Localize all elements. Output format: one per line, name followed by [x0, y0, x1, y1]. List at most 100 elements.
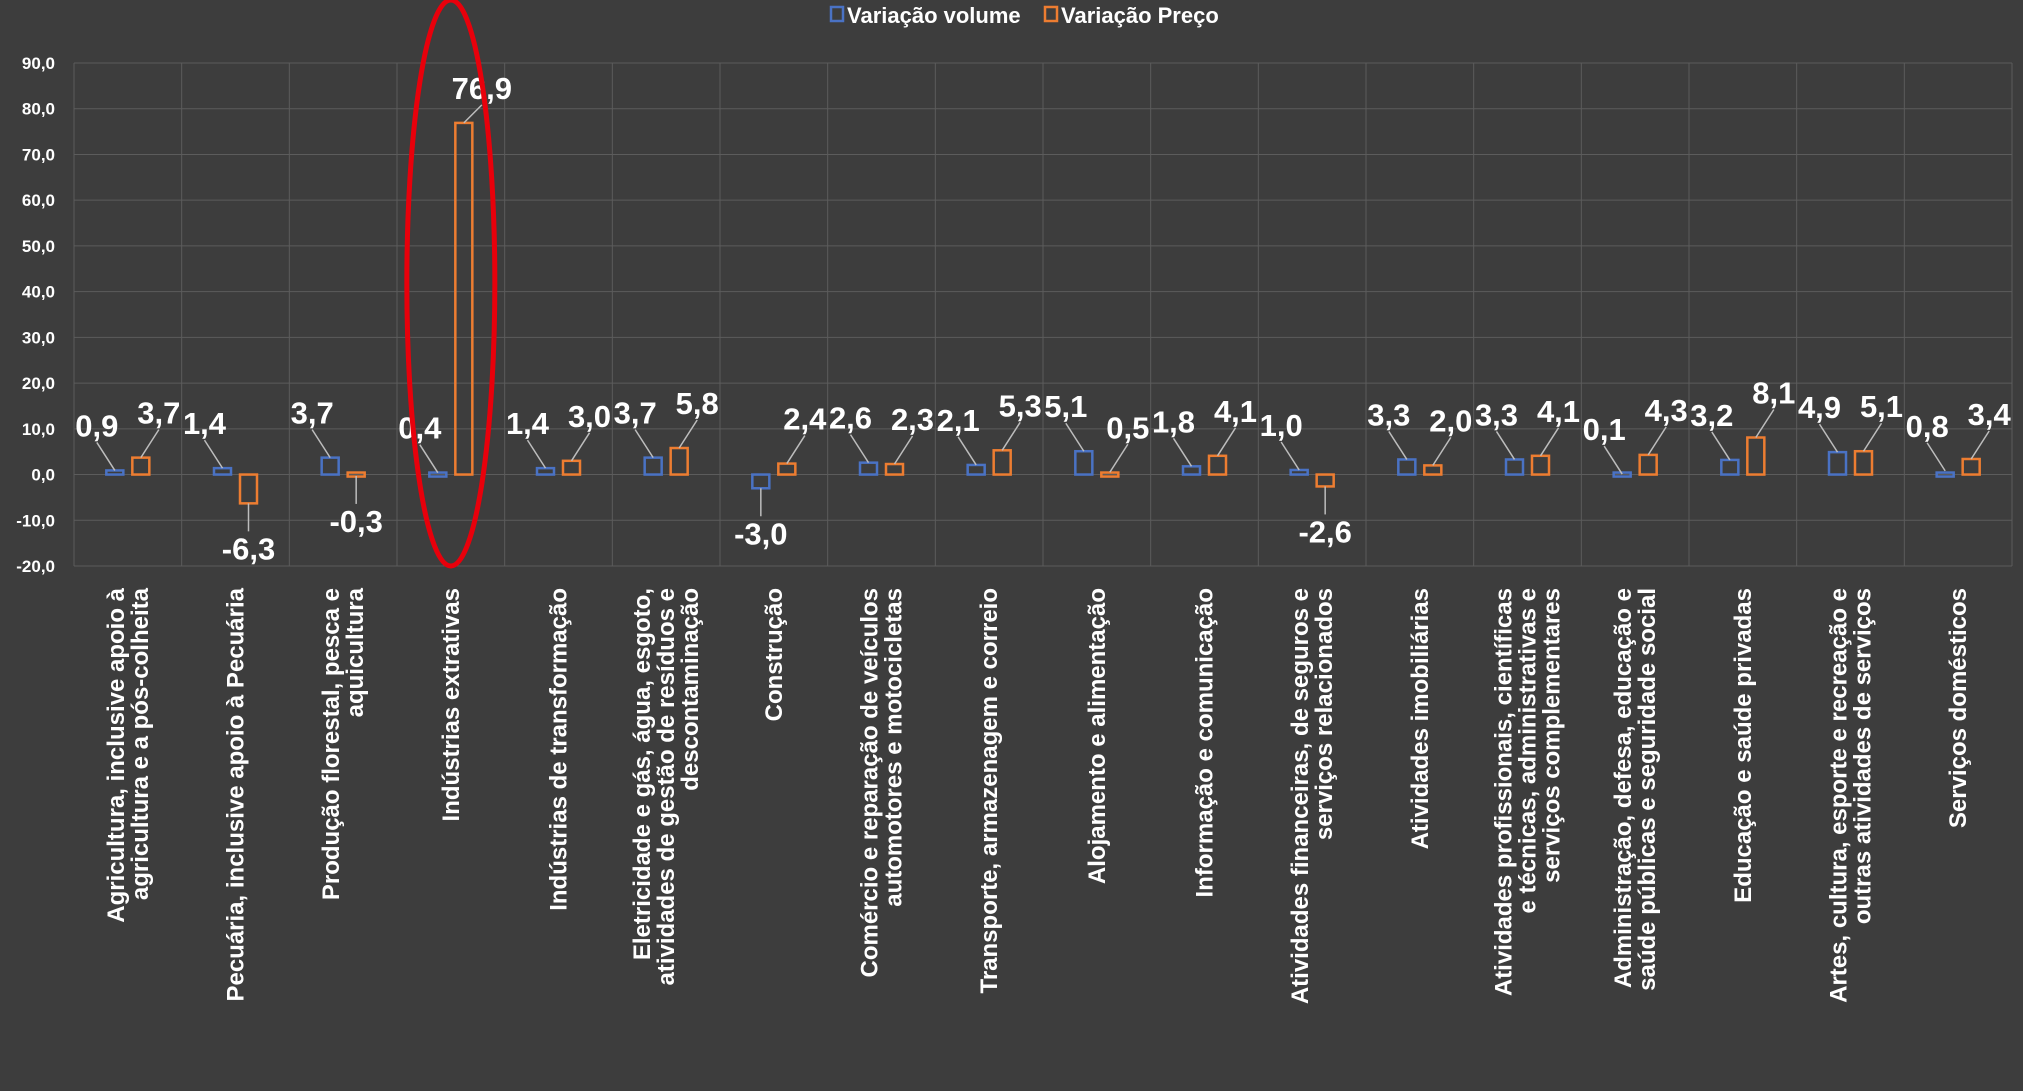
leader-line	[311, 429, 331, 459]
category-label: Informação e comunicação	[1192, 588, 1219, 897]
leader-line	[1216, 427, 1237, 457]
category-label-line: Informação e comunicação	[1192, 588, 1219, 897]
data-label-volume: 2,1	[937, 403, 980, 438]
data-label-price: 3,4	[1968, 397, 2012, 432]
category-label-line: Serviços domésticos	[1945, 588, 1972, 828]
data-label-volume: 3,7	[291, 396, 334, 431]
data-label-price: 4,3	[1645, 393, 1688, 428]
data-label-volume: 0,4	[398, 411, 442, 446]
category-label-line: Administração, defesa, educação e	[1610, 588, 1637, 988]
data-label-price: 3,7	[137, 396, 180, 431]
bar-volume	[1612, 471, 1632, 478]
bar-volume	[212, 466, 233, 476]
category-label: Comércio e reparação de veículosautomoto…	[857, 588, 908, 978]
category-label-line: serviços relacionados	[1311, 588, 1338, 840]
data-label-price: 3,0	[568, 399, 611, 434]
leader-line	[893, 435, 914, 465]
data-label-price: -0,3	[329, 504, 382, 539]
data-label-price: -2,6	[1298, 514, 1351, 549]
y-tick-label: 50,0	[22, 237, 55, 256]
leader-line	[1818, 423, 1839, 453]
leader-line	[96, 442, 116, 471]
data-label-volume: 3,3	[1475, 397, 1518, 432]
legend-swatch-volume	[829, 5, 845, 23]
category-label-line: e técnicas, administrativas e	[1515, 588, 1542, 914]
category-label-line: Produção florestal, pesca e	[318, 588, 345, 900]
bar-price	[1746, 436, 1766, 476]
bar-price	[1423, 464, 1443, 476]
bar-volume	[1289, 468, 1309, 476]
leader-line	[1172, 437, 1193, 467]
category-label-line: Comércio e reparação de veículos	[857, 588, 884, 978]
data-label-volume: 1,0	[1260, 408, 1303, 443]
leader-line	[203, 439, 224, 469]
leader-line	[1926, 442, 1946, 472]
leader-line	[526, 439, 547, 469]
data-label-price: 8,1	[1752, 376, 1795, 411]
leader-line	[1001, 421, 1021, 451]
y-axis: -20,0 -10,0 0,0 10,0 20,0 30,0 40,0 50,0 60,0 70,…	[16, 54, 55, 576]
bar-volume	[320, 456, 340, 476]
category-label-line: Indústrias de transformação	[546, 588, 573, 911]
bar-volume	[751, 473, 771, 490]
leader-line	[1388, 431, 1408, 460]
data-label-price: 2,0	[1429, 403, 1472, 438]
bar-volume	[1935, 471, 1955, 478]
category-label-line: Pecuária, inclusive apoio à Pecuária	[223, 587, 250, 1001]
bar-price	[1100, 471, 1120, 478]
leader-line	[1280, 441, 1300, 471]
bar-price	[1530, 454, 1551, 476]
data-label-price: -6,3	[222, 531, 275, 566]
leader-line	[1109, 443, 1129, 473]
category-label-line: Atividades financeiras, de seguros e	[1287, 588, 1314, 1004]
leader-line	[849, 434, 870, 464]
bar-price	[1961, 457, 1981, 476]
data-label-price: 5,1	[1860, 389, 1903, 424]
data-label-price: 5,8	[676, 386, 719, 421]
category-label-line: agricultura e a pós-colheita	[127, 587, 154, 900]
category-label: Artes, cultura, esporte e recreação eout…	[1826, 588, 1877, 1003]
y-tick-label: 70,0	[22, 145, 55, 164]
data-label-volume: 2,6	[829, 401, 872, 436]
bar-price	[1207, 454, 1228, 476]
leader-line	[419, 444, 439, 474]
leader-line	[1539, 427, 1560, 457]
category-label-line: Educação e saúde privadas	[1730, 588, 1757, 903]
category-label: Indústrias de transformação	[546, 588, 573, 911]
leader-line	[1862, 422, 1883, 452]
category-label: Construção	[761, 588, 788, 721]
y-tick-label: -20,0	[16, 557, 55, 576]
bar-price	[884, 462, 905, 476]
y-tick-label: 10,0	[22, 420, 55, 439]
bar-price	[454, 121, 474, 476]
leader-line	[570, 432, 591, 462]
x-axis-categories: Agricultura, inclusive apoio àagricultur…	[103, 587, 1972, 1004]
bar-volume	[1074, 449, 1094, 476]
leader-line	[1065, 422, 1085, 452]
category-label-line: Indústrias extrativas	[438, 588, 465, 821]
data-label-price: 0,5	[1106, 410, 1149, 445]
y-tick-label: 20,0	[22, 374, 55, 393]
legend-label-price: Variação Preço	[1061, 3, 1219, 28]
data-label-price: 5,3	[999, 388, 1042, 423]
y-tick-label: 30,0	[22, 328, 55, 347]
bar-price	[1315, 473, 1335, 488]
leader-line	[1647, 426, 1667, 456]
y-tick-label: 0,0	[31, 466, 55, 485]
leader-line	[1432, 436, 1452, 466]
bar-volume	[1397, 458, 1417, 476]
grid-layer	[73, 62, 2013, 567]
y-tick-label: 40,0	[22, 283, 55, 302]
category-label-line: saúde públicas e seguridade social	[1634, 588, 1661, 991]
category-label: Agricultura, inclusive apoio àagricultur…	[103, 587, 154, 922]
category-label: Serviços domésticos	[1945, 588, 1972, 828]
data-labels-layer: 0,9 3,7 1,4-6,33,7-0,30,476,91,4 3,0 3,7 5,8-…	[75, 71, 2011, 566]
leader-line	[957, 436, 977, 466]
data-label-volume: 0,8	[1906, 409, 1949, 444]
category-label-line: serviços complementares	[1539, 588, 1566, 883]
bar-volume	[1720, 458, 1740, 476]
bar-price	[777, 462, 797, 476]
